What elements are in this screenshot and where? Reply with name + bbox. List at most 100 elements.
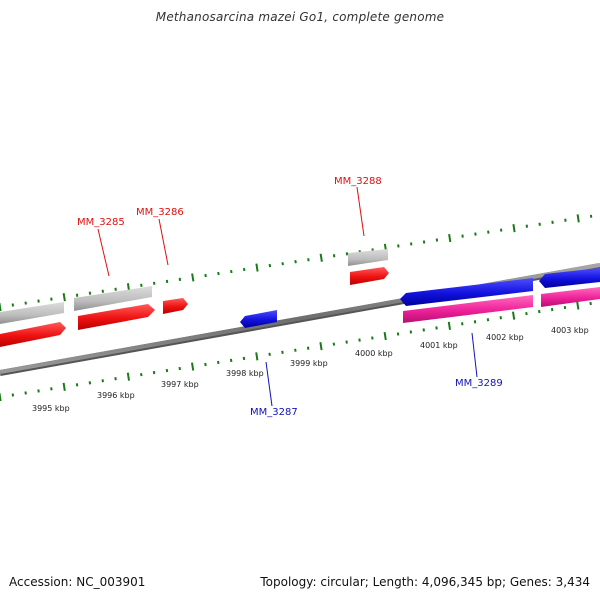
gene-label-mm3287: MM_3287: [250, 407, 298, 418]
inner-ruler-tick: [242, 356, 246, 361]
outer-ruler-tick: [62, 293, 66, 302]
inner-ruler-tick: [178, 366, 181, 371]
outer-ruler-tick: [11, 303, 15, 307]
cds-feature-mm3286: [163, 298, 188, 314]
inner-ruler-tick: [140, 373, 143, 377]
outer-ruler-tick: [165, 279, 169, 284]
inner-ruler-tick: [435, 326, 438, 330]
inner-ruler-tick: [371, 336, 374, 340]
inner-ruler-tick: [88, 381, 92, 385]
inner-ruler-tick: [217, 360, 220, 365]
gene-label-mm3285: MM_3285: [77, 217, 125, 228]
reverse-gene-track: [403, 287, 600, 323]
cds-feature-right: [539, 268, 600, 288]
gene-feature-mm3285: [74, 286, 152, 311]
inner-ruler-tick: [0, 392, 2, 402]
outer-ruler-tick: [474, 232, 477, 236]
inner-ruler-tick: [589, 301, 592, 306]
outer-ruler-tick: [422, 240, 426, 244]
inner-ruler-tick: [345, 340, 348, 344]
ruler-label-4003: 4003 kbp: [551, 326, 589, 335]
inner-ruler-tick: [538, 309, 541, 314]
inner-ruler-tick: [383, 331, 387, 341]
ruler-label-3995: 3995 kbp: [32, 404, 70, 413]
outer-ruler-tick: [397, 244, 400, 248]
gene-feature-mm3288: [348, 249, 388, 266]
inner-ruler-tick: [268, 352, 271, 356]
outer-ruler-tick: [268, 263, 272, 268]
inner-ruler-tick: [332, 342, 336, 346]
outer-ruler-tick: [525, 224, 529, 228]
inner-ruler-tick: [204, 362, 207, 367]
inner-ruler-tick: [422, 328, 425, 332]
accession-text: Accession: NC_003901: [9, 575, 146, 589]
outer-ruler-tick: [448, 233, 452, 243]
outer-ruler-tick: [345, 252, 349, 256]
genome-summary-text: Topology: circular; Length: 4,096,345 bp…: [260, 575, 590, 589]
cds-feature-mm3288: [350, 267, 389, 285]
inner-ruler-tick: [191, 362, 195, 371]
ruler-label-4000: 4000 kbp: [355, 349, 393, 358]
cds-feature-mm3289: [400, 278, 533, 306]
gene-feature-right: [541, 287, 600, 307]
outer-ruler-tick: [551, 220, 554, 224]
ruler-label-3996: 3996 kbp: [97, 391, 135, 400]
inner-ruler-tick: [576, 301, 580, 310]
inner-ruler-tick: [396, 332, 400, 336]
inner-ruler-tick: [525, 312, 528, 316]
inner-ruler-tick: [447, 321, 451, 330]
inner-ruler-tick: [294, 348, 297, 352]
ruler-label-4002: 4002 kbp: [486, 333, 524, 342]
gene-feature-mm3289: [403, 295, 533, 323]
inner-ruler-tick: [50, 387, 53, 391]
outer-ruler-tick: [512, 224, 516, 233]
outer-ruler-tick: [217, 271, 220, 276]
outer-tick-row: [0, 214, 593, 312]
inner-ruler-tick: [165, 368, 169, 373]
leader-mm3285: [97, 228, 110, 277]
outer-ruler-tick: [242, 267, 246, 272]
cds-feature-mm3287: [240, 310, 277, 328]
inner-ruler-tick: [101, 379, 104, 383]
ruler-label-3998: 3998 kbp: [226, 369, 264, 378]
inner-ruler-tick: [409, 330, 413, 334]
inner-ruler-tick: [11, 393, 15, 397]
inner-ruler-tick: [512, 311, 516, 320]
outer-ruler-tick: [88, 291, 92, 295]
leader-mm3288: [356, 186, 365, 237]
ruler-label-4001: 4001 kbp: [420, 341, 458, 350]
inner-ruler-tick: [255, 352, 259, 361]
inner-ruler-tick: [152, 370, 156, 375]
inner-ruler-tick: [114, 377, 117, 381]
inner-ruler-tick: [550, 307, 554, 312]
inner-ruler-tick: [319, 342, 323, 351]
ruler-label-3999: 3999 kbp: [290, 359, 328, 368]
gene-labels: MM_3285 MM_3286 MM_3288 MM_3287 MM_3289: [77, 176, 503, 418]
outer-ruler-tick: [37, 299, 40, 303]
outer-ruler-tick: [255, 263, 259, 272]
inner-ruler-tick: [499, 316, 502, 320]
outer-ruler-tick: [114, 287, 117, 291]
forward-cds-track: [0, 267, 389, 347]
inner-ruler-tick: [281, 350, 284, 354]
cds-feature-left: [0, 322, 66, 347]
map-title: Methanosarcina mazei Go1, complete genom…: [155, 10, 445, 24]
leader-mm3289: [471, 332, 478, 378]
forward-gene-track: [0, 249, 388, 324]
inner-ruler-tick: [24, 391, 27, 395]
outer-ruler-tick: [140, 283, 143, 287]
outer-ruler-tick: [499, 228, 503, 232]
gene-label-mm3288: MM_3288: [334, 176, 382, 187]
gene-feature-left: [0, 302, 64, 324]
inner-ruler-tick: [229, 358, 233, 363]
reverse-cds-track: [240, 268, 600, 328]
inner-ruler-tick: [486, 318, 490, 322]
inner-ruler-tick: [37, 389, 40, 393]
gene-label-mm3289: MM_3289: [455, 378, 503, 389]
leader-mm3286: [158, 218, 169, 266]
inner-ruler-tick: [563, 305, 567, 310]
inner-ruler-tick: [358, 338, 361, 342]
label-leaders: [97, 186, 478, 407]
